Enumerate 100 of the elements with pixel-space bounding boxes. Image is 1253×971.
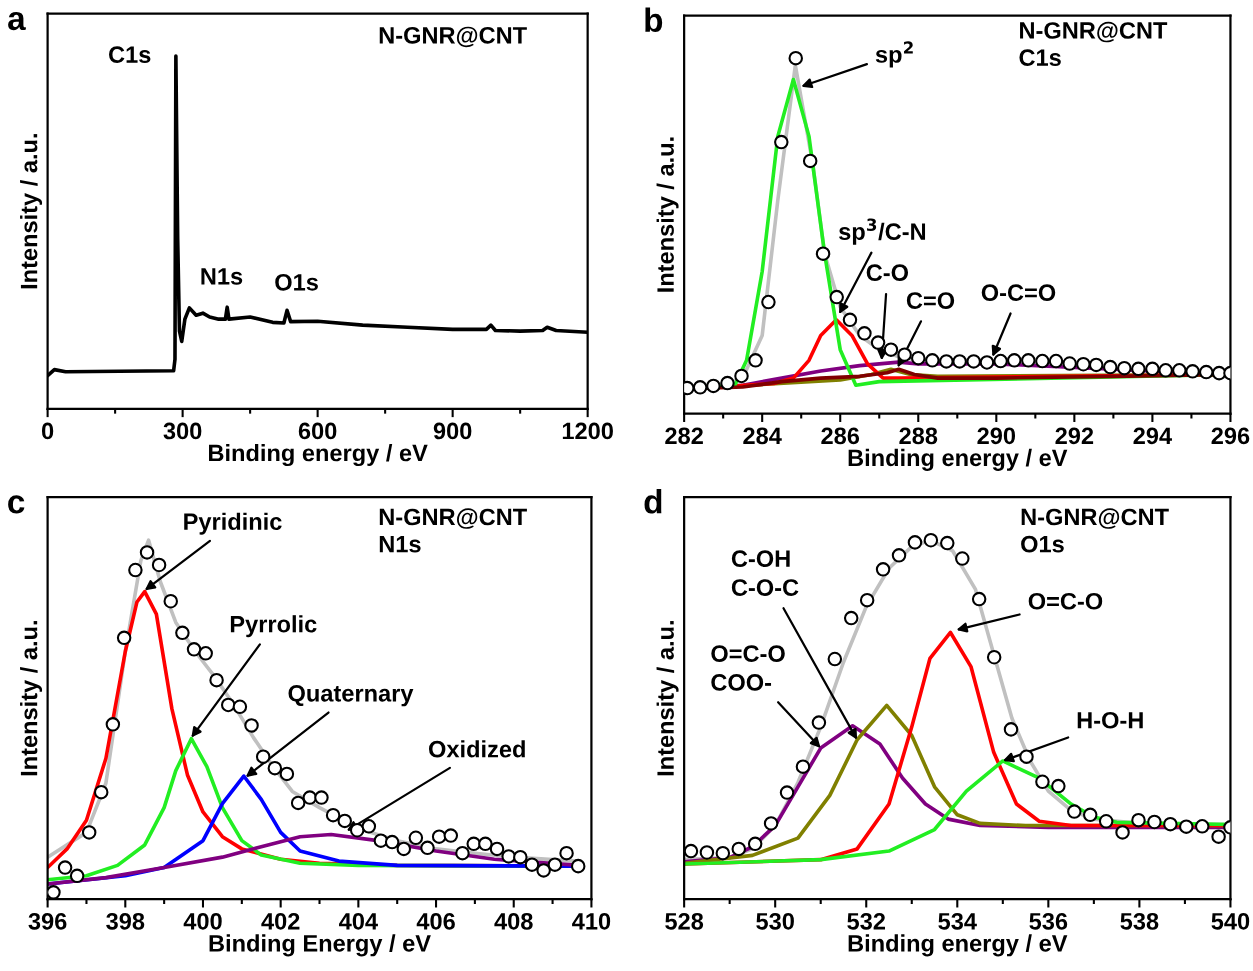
point [209, 672, 224, 688]
point [524, 857, 540, 872]
chart-title: a [8, 11, 26, 31]
point [513, 849, 528, 865]
point [1076, 356, 1091, 372]
point [747, 836, 763, 852]
point [93, 784, 109, 800]
point [734, 368, 749, 384]
annotation: O=C-O [1028, 592, 1103, 610]
x-axis-title: Binding energy / eV [848, 934, 1068, 957]
y-axis-title: Intensity / a.u. [656, 621, 679, 776]
point [692, 380, 708, 395]
point [163, 593, 178, 609]
point [857, 326, 872, 341]
chart-title: c [8, 495, 25, 514]
x-tick-label: 528 [665, 912, 704, 930]
point [349, 822, 365, 838]
point [431, 829, 447, 844]
x-tick-label: 288 [899, 427, 938, 445]
x-tick-label: 406 [416, 912, 455, 930]
point [788, 50, 803, 66]
point [1163, 816, 1178, 832]
point [314, 790, 329, 805]
annotation: N-GNR@CNT N1s [379, 508, 527, 553]
point [1103, 359, 1118, 375]
x-tick-label: 534 [938, 912, 977, 930]
point [455, 845, 470, 861]
point [501, 849, 516, 864]
point [907, 535, 923, 550]
point [684, 843, 699, 859]
x-tick-label: 600 [298, 422, 337, 440]
point [720, 375, 735, 391]
point [971, 591, 987, 607]
point [1131, 361, 1146, 377]
point [1048, 353, 1064, 369]
y-axis-title: Intensity / a.u. [20, 134, 43, 289]
point [1019, 749, 1034, 764]
y-axis-title: Intensity / a.u. [20, 621, 43, 776]
point [891, 548, 907, 563]
annotation: Quaternary [288, 684, 414, 707]
x-tick-label: 402 [261, 912, 300, 930]
annotation: O=C-O COO- [711, 645, 785, 691]
x-tick-label: 398 [106, 912, 145, 930]
point [1199, 364, 1214, 380]
chart-title: d [644, 489, 662, 514]
point [1007, 353, 1022, 368]
point [175, 625, 190, 641]
point [279, 766, 295, 782]
point [128, 562, 143, 578]
annotation: O-C=O [981, 284, 1056, 301]
x-tick-label: 292 [1055, 427, 1094, 445]
point [779, 785, 795, 800]
x-tick-label: 540 [1211, 912, 1250, 930]
point [186, 642, 202, 657]
x-tick-label: 530 [756, 912, 794, 930]
point [1062, 356, 1077, 371]
point [116, 630, 132, 646]
point [267, 760, 283, 776]
point [699, 845, 715, 860]
point [1082, 807, 1098, 823]
point [1035, 774, 1050, 790]
point [1145, 361, 1160, 377]
point [1035, 353, 1050, 369]
point [1179, 819, 1194, 834]
point [384, 834, 400, 850]
point [105, 717, 121, 732]
point [302, 790, 318, 805]
point [966, 354, 981, 369]
point [1194, 819, 1210, 834]
point [443, 828, 459, 843]
point [1051, 778, 1066, 794]
point [843, 610, 859, 626]
point [802, 153, 818, 169]
point [57, 860, 73, 875]
point [232, 699, 248, 715]
point [940, 535, 955, 551]
point [478, 836, 493, 852]
point [952, 354, 967, 369]
x-tick-label: 538 [1120, 912, 1159, 930]
point [1067, 804, 1082, 819]
point [925, 353, 940, 368]
point [911, 350, 926, 366]
point [993, 353, 1008, 369]
point [859, 592, 875, 608]
x-axis-title: Binding Energy / eV [209, 934, 431, 957]
point [883, 342, 899, 357]
point [815, 246, 831, 261]
point [870, 335, 886, 350]
point [1172, 363, 1187, 378]
chart-title: b [645, 7, 663, 33]
annotation: Pyrrolic [230, 615, 317, 638]
annotation: sp$^{3}$/C-N [839, 218, 926, 245]
point [1211, 829, 1226, 844]
point [1098, 814, 1114, 829]
point [1158, 363, 1173, 378]
point [761, 294, 776, 310]
point [731, 841, 747, 857]
point [715, 845, 731, 861]
x-axis-title: Binding energy / eV [848, 448, 1068, 471]
annotation: H-O-H [1077, 711, 1143, 729]
